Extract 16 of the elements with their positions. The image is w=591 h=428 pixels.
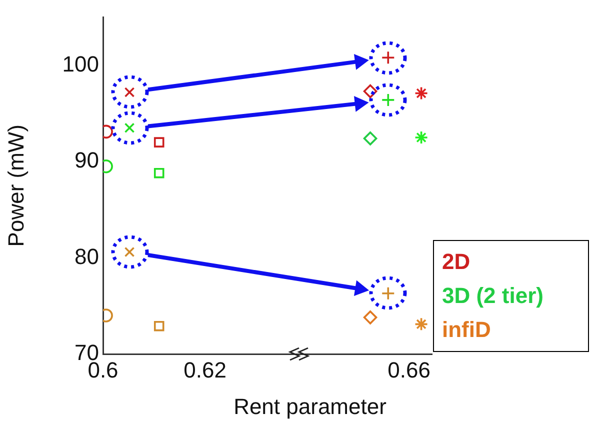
text: 2D xyxy=(442,248,472,276)
x-axis-title: Rent parameter xyxy=(232,394,388,420)
text: 3D (2 tier) xyxy=(442,282,544,310)
y-tick-label: 100 xyxy=(62,51,99,76)
y-tick-label: 90 xyxy=(74,148,99,173)
x-tick-label: 0.66 xyxy=(388,357,430,382)
point xyxy=(414,86,428,100)
point xyxy=(363,84,378,98)
y-axis-title: Power (mW) xyxy=(3,124,28,247)
x-tick-label: 0.62 xyxy=(184,357,226,382)
point xyxy=(363,132,378,146)
point xyxy=(414,130,428,144)
point xyxy=(414,317,428,332)
y-tick-label: 80 xyxy=(74,244,99,269)
text: infiD xyxy=(442,316,492,344)
point xyxy=(363,310,378,324)
